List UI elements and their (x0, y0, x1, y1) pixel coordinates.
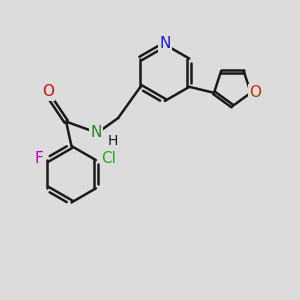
Text: H: H (108, 134, 118, 148)
Text: N: N (90, 125, 101, 140)
Text: F: F (34, 151, 43, 166)
Text: Cl: Cl (101, 151, 116, 166)
Text: O: O (249, 85, 261, 100)
Text: O: O (42, 84, 54, 99)
Text: N: N (159, 35, 170, 50)
